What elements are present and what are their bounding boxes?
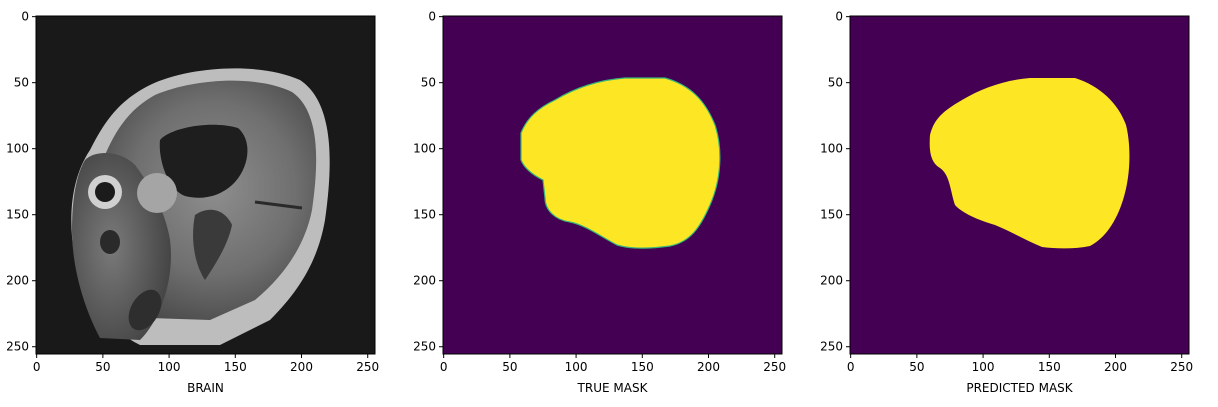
- brain-x-tick-label: 0: [33, 360, 41, 374]
- true-mask-x-tick-label: 0: [440, 360, 448, 374]
- true-mask-x-tick-label: 200: [697, 360, 720, 374]
- true-mask-y-tick-label: 150: [413, 208, 436, 222]
- ventricle: [159, 124, 248, 198]
- brainstem-shadow: [193, 209, 232, 280]
- brain-x-tick-label: 50: [95, 360, 110, 374]
- true-mask-y-tick-label: 50: [421, 76, 436, 90]
- true-mask-region: [520, 77, 721, 249]
- panel-true-mask: [443, 16, 782, 354]
- predicted-mask-xlabel: PREDICTED MASK: [966, 381, 1073, 395]
- predicted-mask-x-tick-label: 0: [847, 360, 855, 374]
- tentorium-line: [254, 200, 303, 210]
- tumor-region: [137, 173, 177, 213]
- true-mask-y-tick-label: 250: [413, 340, 436, 354]
- brain-y-tick-label: 100: [6, 142, 29, 156]
- brain-y-tick-label: 50: [14, 76, 29, 90]
- true-mask-y-tick-label: 0: [428, 10, 436, 24]
- predicted-mask-x-tick-label: 250: [1170, 360, 1193, 374]
- predicted-mask-y-tick-label: 200: [820, 274, 843, 288]
- brain-x-tick-label: 200: [290, 360, 313, 374]
- brain-mri-image: [71, 68, 330, 345]
- brain-xlabel: BRAIN: [187, 381, 224, 395]
- sinus-dark: [100, 230, 120, 254]
- brain-axes-frame: [35, 15, 376, 355]
- true-mask-x-tick-label: 100: [565, 360, 588, 374]
- panel-brain: [36, 16, 375, 354]
- true-mask-x-tick-label: 150: [631, 360, 654, 374]
- predicted-mask-y-tick-label: 250: [820, 340, 843, 354]
- true-mask-x-tick-label: 50: [502, 360, 517, 374]
- predicted-mask-y-tick-label: 50: [828, 76, 843, 90]
- true-mask-y-tick-label: 200: [413, 274, 436, 288]
- axes-layer: 0 50 100 150 200 250 0 50 100 150 200 250 BRAIN 0 50 10…: [6, 10, 1193, 395]
- brain-y-tick-label: 0: [21, 10, 29, 24]
- brain-y-tick-label: 200: [6, 274, 29, 288]
- predicted-mask-region: [929, 78, 1130, 249]
- predicted-mask-x-tick-label: 50: [909, 360, 924, 374]
- eye-inner: [95, 182, 115, 202]
- predicted-mask-x-tick-label: 150: [1038, 360, 1061, 374]
- true-mask-y-tick-label: 100: [413, 142, 436, 156]
- true-mask-axes-frame: [442, 15, 783, 355]
- predicted-mask-x-tick-label: 200: [1104, 360, 1127, 374]
- brain-y-tick-label: 250: [6, 340, 29, 354]
- panel-predicted-mask: [850, 16, 1189, 354]
- brain-x-tick-label: 100: [158, 360, 181, 374]
- predicted-mask-x-tick-label: 100: [972, 360, 995, 374]
- predicted-mask-y-tick-label: 150: [820, 208, 843, 222]
- predicted-mask-y-tick-label: 0: [835, 10, 843, 24]
- true-mask-x-tick-label: 250: [763, 360, 786, 374]
- brain-x-tick-label: 150: [224, 360, 247, 374]
- brain-x-tick-label: 250: [356, 360, 379, 374]
- brain-y-tick-label: 150: [6, 208, 29, 222]
- predicted-mask-axes-frame: [849, 15, 1190, 355]
- true-mask-xlabel: TRUE MASK: [577, 381, 649, 395]
- predicted-mask-y-tick-label: 100: [820, 142, 843, 156]
- jaw-dark: [128, 289, 162, 331]
